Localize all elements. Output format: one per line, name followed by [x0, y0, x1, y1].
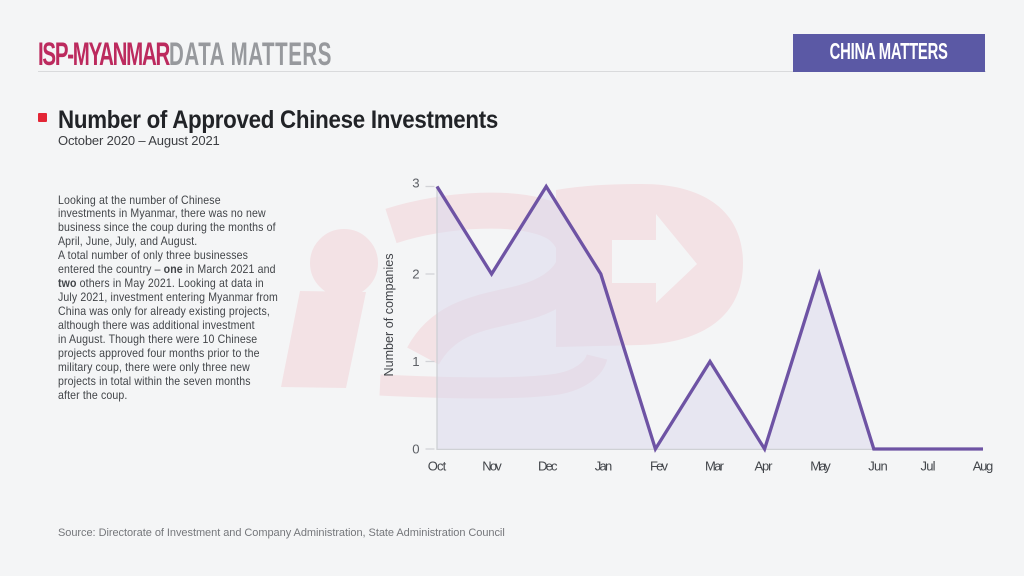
svg-text:May: May [810, 458, 831, 473]
svg-text:Aug: Aug [973, 458, 994, 473]
svg-text:Mar: Mar [705, 458, 725, 473]
svg-text:Number of companies: Number of companies [381, 253, 396, 376]
svg-text:1: 1 [412, 354, 419, 369]
svg-text:Apr: Apr [755, 458, 774, 473]
svg-text:2: 2 [412, 267, 419, 282]
svg-text:Jul: Jul [921, 458, 936, 473]
svg-text:3: 3 [412, 176, 419, 191]
svg-text:Oct: Oct [428, 458, 447, 473]
svg-text:Jan: Jan [595, 458, 613, 473]
svg-text:Dec: Dec [538, 458, 558, 473]
svg-text:Fev: Fev [650, 458, 669, 473]
svg-text:Jun: Jun [868, 458, 888, 473]
svg-text:0: 0 [412, 442, 419, 457]
svg-text:Nov: Nov [482, 458, 502, 473]
